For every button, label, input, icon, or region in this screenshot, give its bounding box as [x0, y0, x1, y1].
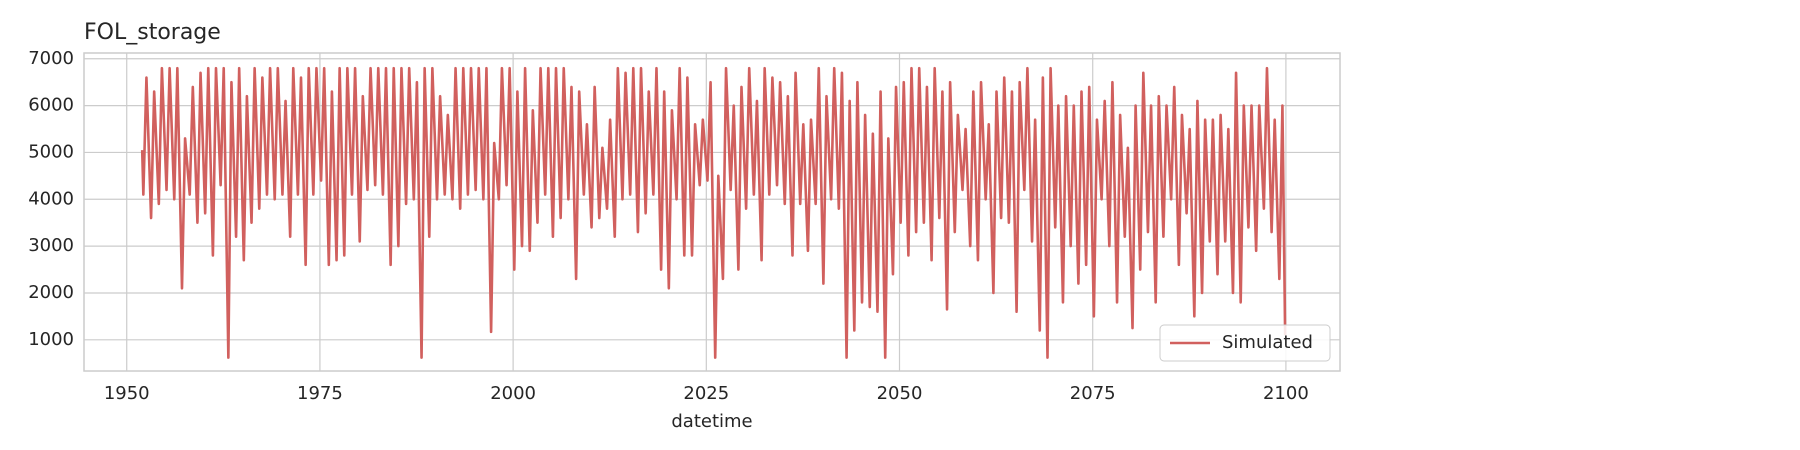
x-tick-label: 1975: [297, 383, 343, 404]
legend-box: [1159, 324, 1331, 362]
chart-title: FOL_storage: [84, 20, 221, 45]
x-tick-label: 2000: [490, 383, 536, 404]
x-axis-label: datetime: [671, 411, 752, 432]
y-tick-label: 3000: [28, 235, 74, 256]
x-tick-label: 2100: [1263, 383, 1309, 404]
x-tick-label: 1950: [104, 383, 150, 404]
x-tick-label: 2075: [1070, 383, 1116, 404]
data-line: [140, 66, 1287, 359]
y-tick-label: 1000: [28, 329, 74, 350]
plot-frame: [83, 52, 1341, 372]
x-tick-label: 2025: [683, 383, 729, 404]
legend: Simulated: [1159, 324, 1331, 362]
y-tick-label: 6000: [28, 95, 74, 116]
y-tick-label: 2000: [28, 282, 74, 303]
plot-area: [140, 66, 1287, 359]
legend-label: Simulated: [1222, 332, 1313, 353]
y-tick-label: 4000: [28, 188, 74, 209]
y-tick-label: 5000: [28, 141, 74, 162]
x-tick-label: 2050: [877, 383, 923, 404]
y-tick-label: 7000: [28, 48, 74, 69]
